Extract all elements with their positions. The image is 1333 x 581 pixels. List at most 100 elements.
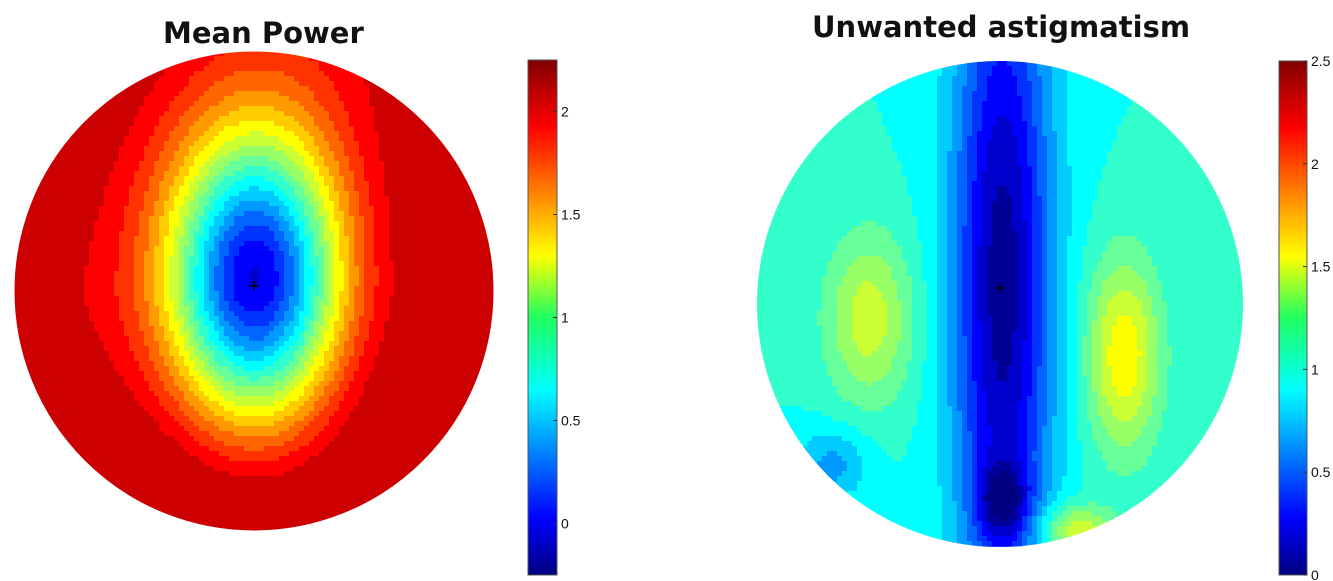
map-cell xyxy=(29,251,35,257)
map-cell xyxy=(429,216,435,222)
map-cell xyxy=(224,206,230,212)
map-cell xyxy=(89,161,95,167)
map-cell xyxy=(254,336,260,342)
map-cell xyxy=(449,346,455,352)
map-cell xyxy=(389,86,395,92)
map-cell xyxy=(54,331,60,337)
map-cell xyxy=(229,146,235,152)
map-cell xyxy=(344,111,350,117)
map-cell xyxy=(424,171,430,177)
map-cell xyxy=(434,206,440,212)
map-cell xyxy=(474,231,480,237)
map-cell xyxy=(89,176,95,182)
map-cell xyxy=(319,131,325,137)
map-cell xyxy=(219,306,225,312)
map-cell xyxy=(329,81,335,87)
map-cell xyxy=(189,61,195,67)
map-cell xyxy=(334,311,340,317)
map-cell xyxy=(109,96,115,102)
map-cell xyxy=(179,226,185,232)
map-cell xyxy=(44,311,50,317)
map-cell xyxy=(69,166,75,172)
map-cell xyxy=(264,66,270,72)
map-cell xyxy=(389,126,395,132)
map-cell xyxy=(449,321,455,327)
map-cell xyxy=(104,311,110,317)
map-cell xyxy=(114,301,120,307)
map-cell xyxy=(224,101,230,107)
map-cell xyxy=(399,176,405,182)
map-cell xyxy=(204,126,210,132)
map-cell xyxy=(314,346,320,352)
map-cell xyxy=(224,151,230,157)
map-cell xyxy=(119,111,125,117)
map-cell xyxy=(409,276,415,282)
map-cell xyxy=(379,186,385,192)
map-cell xyxy=(449,311,455,317)
map-cell xyxy=(429,241,435,247)
map-cell xyxy=(129,331,135,337)
map-cell xyxy=(114,251,120,257)
map-cell xyxy=(249,276,255,282)
map-cell xyxy=(449,241,455,247)
map-cell xyxy=(284,121,290,127)
map-cell xyxy=(379,181,385,187)
map-cell xyxy=(409,231,415,237)
map-cell xyxy=(254,131,260,137)
map-cell xyxy=(404,166,410,172)
map-cell xyxy=(174,176,180,182)
map-cell xyxy=(324,241,330,247)
map-cell xyxy=(254,216,260,222)
map-cell xyxy=(264,161,270,167)
map-cell xyxy=(304,291,310,297)
map-cell xyxy=(309,86,315,92)
map-cell xyxy=(349,241,355,247)
map-cell xyxy=(384,131,390,137)
map-cell xyxy=(309,161,315,167)
map-cell xyxy=(254,171,260,177)
map-cell xyxy=(489,271,494,277)
map-cell xyxy=(104,196,110,202)
map-cell xyxy=(239,271,245,277)
map-cell xyxy=(164,126,170,132)
map-cell xyxy=(104,231,110,237)
map-cell xyxy=(194,311,200,317)
map-cell xyxy=(349,231,355,237)
map-cell xyxy=(339,181,345,187)
map-cell xyxy=(129,86,135,92)
map-cell xyxy=(94,226,100,232)
map-cell xyxy=(29,266,35,272)
map-cell xyxy=(89,296,95,302)
map-cell xyxy=(384,166,390,172)
map-cell xyxy=(224,181,230,187)
map-cell xyxy=(469,251,475,257)
map-cell xyxy=(174,201,180,207)
map-cell xyxy=(284,206,290,212)
map-cell xyxy=(189,116,195,122)
map-cell xyxy=(279,96,285,102)
map-cell xyxy=(159,271,165,277)
map-cell xyxy=(249,61,255,67)
map-cell xyxy=(439,171,445,177)
map-cell xyxy=(404,216,410,222)
map-cell xyxy=(189,66,195,72)
map-cell xyxy=(359,246,365,252)
map-cell xyxy=(169,181,175,187)
map-cell xyxy=(359,296,365,302)
map-cell xyxy=(144,81,150,87)
map-cell xyxy=(444,211,450,217)
map-cell xyxy=(119,296,125,302)
map-cell xyxy=(419,231,425,237)
map-cell xyxy=(19,261,25,267)
map-cell xyxy=(489,341,494,347)
map-cell xyxy=(139,126,145,132)
map-cell xyxy=(134,146,140,152)
map-cell xyxy=(214,191,220,197)
map-cell xyxy=(169,146,175,152)
map-cell xyxy=(99,286,105,292)
map-cell xyxy=(379,221,385,227)
map-cell xyxy=(294,211,300,217)
map-cell xyxy=(129,166,135,172)
map-cell xyxy=(159,136,165,142)
map-cell xyxy=(104,326,110,332)
